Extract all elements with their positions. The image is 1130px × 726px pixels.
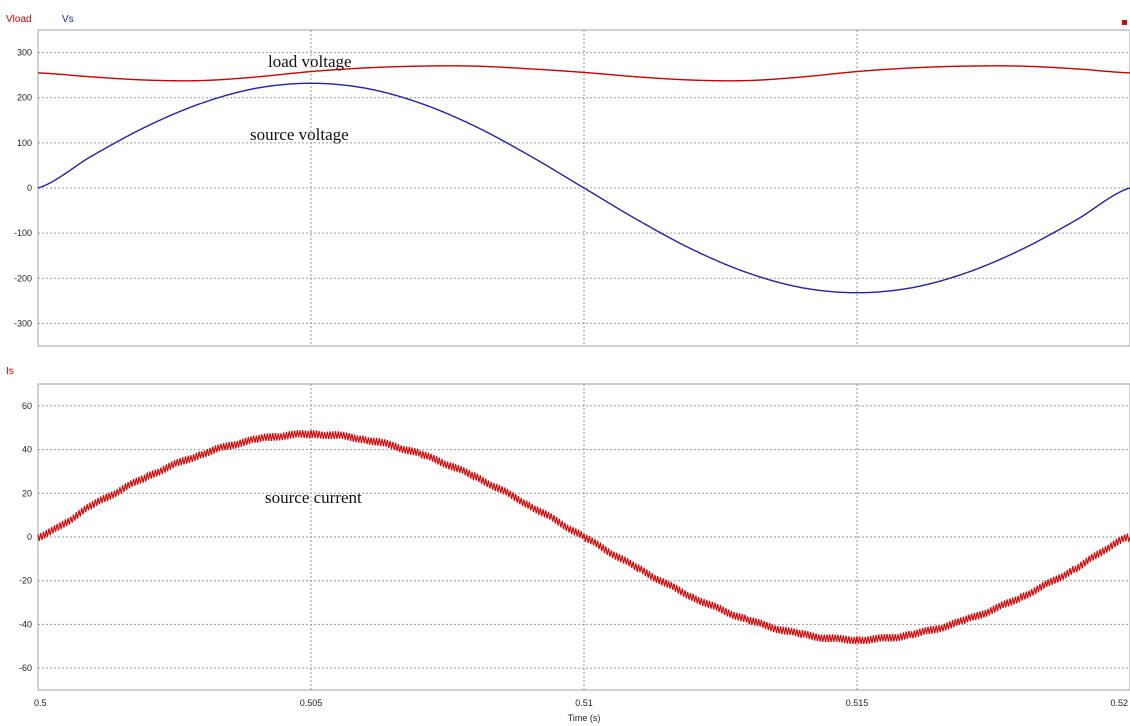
x-tick-label-4: 0.52 xyxy=(1110,698,1128,708)
y-tick-label-bot-2: 20 xyxy=(22,488,32,498)
y-tick-label-bot-6: -60 xyxy=(19,663,32,673)
y-tick-label-top-3: 0 xyxy=(27,183,32,193)
x-tick-label-2: 0.51 xyxy=(575,698,593,708)
series-line-is xyxy=(37,429,1130,645)
y-axis-top: 300 200 100 0 -100 -200 -300 xyxy=(14,48,32,329)
x-axis: 0.5 0.505 0.51 0.515 0.52 xyxy=(34,698,1128,708)
series-line-vload xyxy=(37,65,1130,82)
x-axis-label: Time (s) xyxy=(568,713,601,723)
y-axis-bottom: 60 40 20 0 -20 -40 -60 xyxy=(19,401,32,673)
x-tick-label-3: 0.515 xyxy=(846,698,869,708)
x-tick-label-0: 0.5 xyxy=(34,698,47,708)
y-tick-label-bot-3: 0 xyxy=(27,532,32,542)
legend-vload[interactable]: Vload xyxy=(6,14,32,25)
y-tick-label-bot-5: -40 xyxy=(19,619,32,629)
y-tick-label-bot-1: 40 xyxy=(22,445,32,455)
y-tick-label-top-1: 200 xyxy=(17,93,32,103)
y-tick-label-top-0: 300 xyxy=(17,48,32,58)
x-tick-label-1: 0.505 xyxy=(300,698,323,708)
y-tick-label-top-5: -200 xyxy=(14,273,32,283)
y-tick-label-bot-4: -20 xyxy=(19,576,32,586)
y-tick-label-top-2: 100 xyxy=(17,138,32,148)
legend-vs[interactable]: Vs xyxy=(62,14,74,25)
y-tick-label-bot-0: 60 xyxy=(22,401,32,411)
annotation-source-current: source current xyxy=(265,488,362,507)
y-tick-label-top-6: -300 xyxy=(14,318,32,328)
annotation-load-voltage: load voltage xyxy=(268,52,352,71)
series-group-top xyxy=(37,65,1130,294)
panel-marker[interactable] xyxy=(1122,20,1127,25)
y-tick-label-top-4: -100 xyxy=(14,228,32,238)
series-line-vs xyxy=(37,82,1130,294)
legend-is[interactable]: Is xyxy=(6,366,14,377)
grid-bottom xyxy=(38,384,1130,690)
series-group-bottom xyxy=(37,429,1130,645)
annotation-source-voltage: source voltage xyxy=(250,125,349,144)
